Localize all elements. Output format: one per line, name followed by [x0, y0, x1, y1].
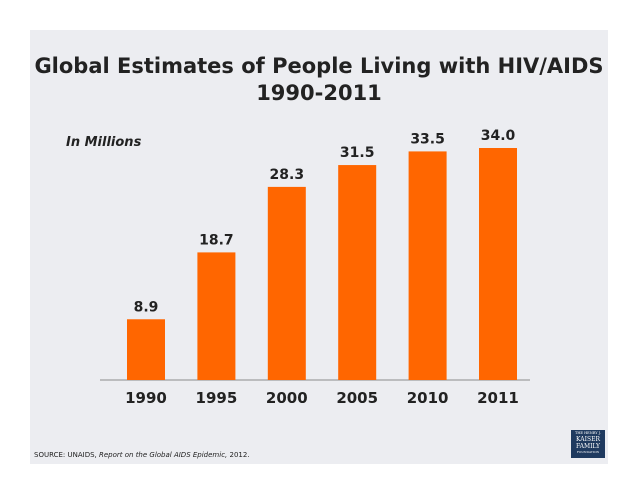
tick-label-2011: 2011: [477, 389, 519, 407]
bar-2005: [338, 165, 377, 380]
tick-label-1990: 1990: [125, 389, 167, 407]
logo-bottom-text: FOUNDATION: [576, 449, 600, 454]
value-label-1990: 8.9: [134, 299, 159, 315]
bar-1990: [127, 319, 165, 380]
bar-2011: [479, 148, 517, 380]
value-label-1995: 18.7: [199, 232, 234, 248]
value-label-2000: 28.3: [270, 167, 305, 183]
chart-subtitle-years: 1990-2011: [256, 81, 382, 105]
source-note: SOURCE: UNAIDS, Report on the Global AID…: [34, 451, 250, 459]
logo-name-kaiser: KAISER: [576, 435, 600, 443]
logo-name-family: FAMILY: [575, 442, 601, 450]
bar-chart: 8.9 1990 18.7 1995 28.3 2000 31.5 2005 33.5 2010 3…: [100, 128, 530, 407]
kff-logo: THE HENRY J. KAISER FAMILY FOUNDATION: [571, 430, 605, 458]
slide-panel: Global Estimates of People Living with H…: [30, 30, 608, 464]
source-report: Report on the Global AIDS Epidemic,: [99, 451, 228, 459]
source-prefix: SOURCE: UNAIDS,: [34, 451, 97, 459]
tick-label-2000: 2000: [266, 389, 308, 407]
tick-label-1995: 1995: [196, 389, 238, 407]
source-year: 2012.: [229, 451, 250, 459]
value-label-2005: 31.5: [340, 145, 375, 161]
value-label-2010: 33.5: [410, 131, 445, 147]
tick-label-2010: 2010: [407, 389, 449, 407]
chart-title: Global Estimates of People Living with H…: [34, 54, 604, 78]
logo-top-text: THE HENRY J.: [575, 431, 601, 435]
tick-label-2005: 2005: [336, 389, 378, 407]
units-label: In Millions: [66, 135, 142, 150]
bar-2010: [408, 151, 447, 380]
bar-2000: [267, 186, 306, 380]
bar-1995: [197, 252, 236, 380]
value-label-2011: 34.0: [481, 128, 516, 144]
